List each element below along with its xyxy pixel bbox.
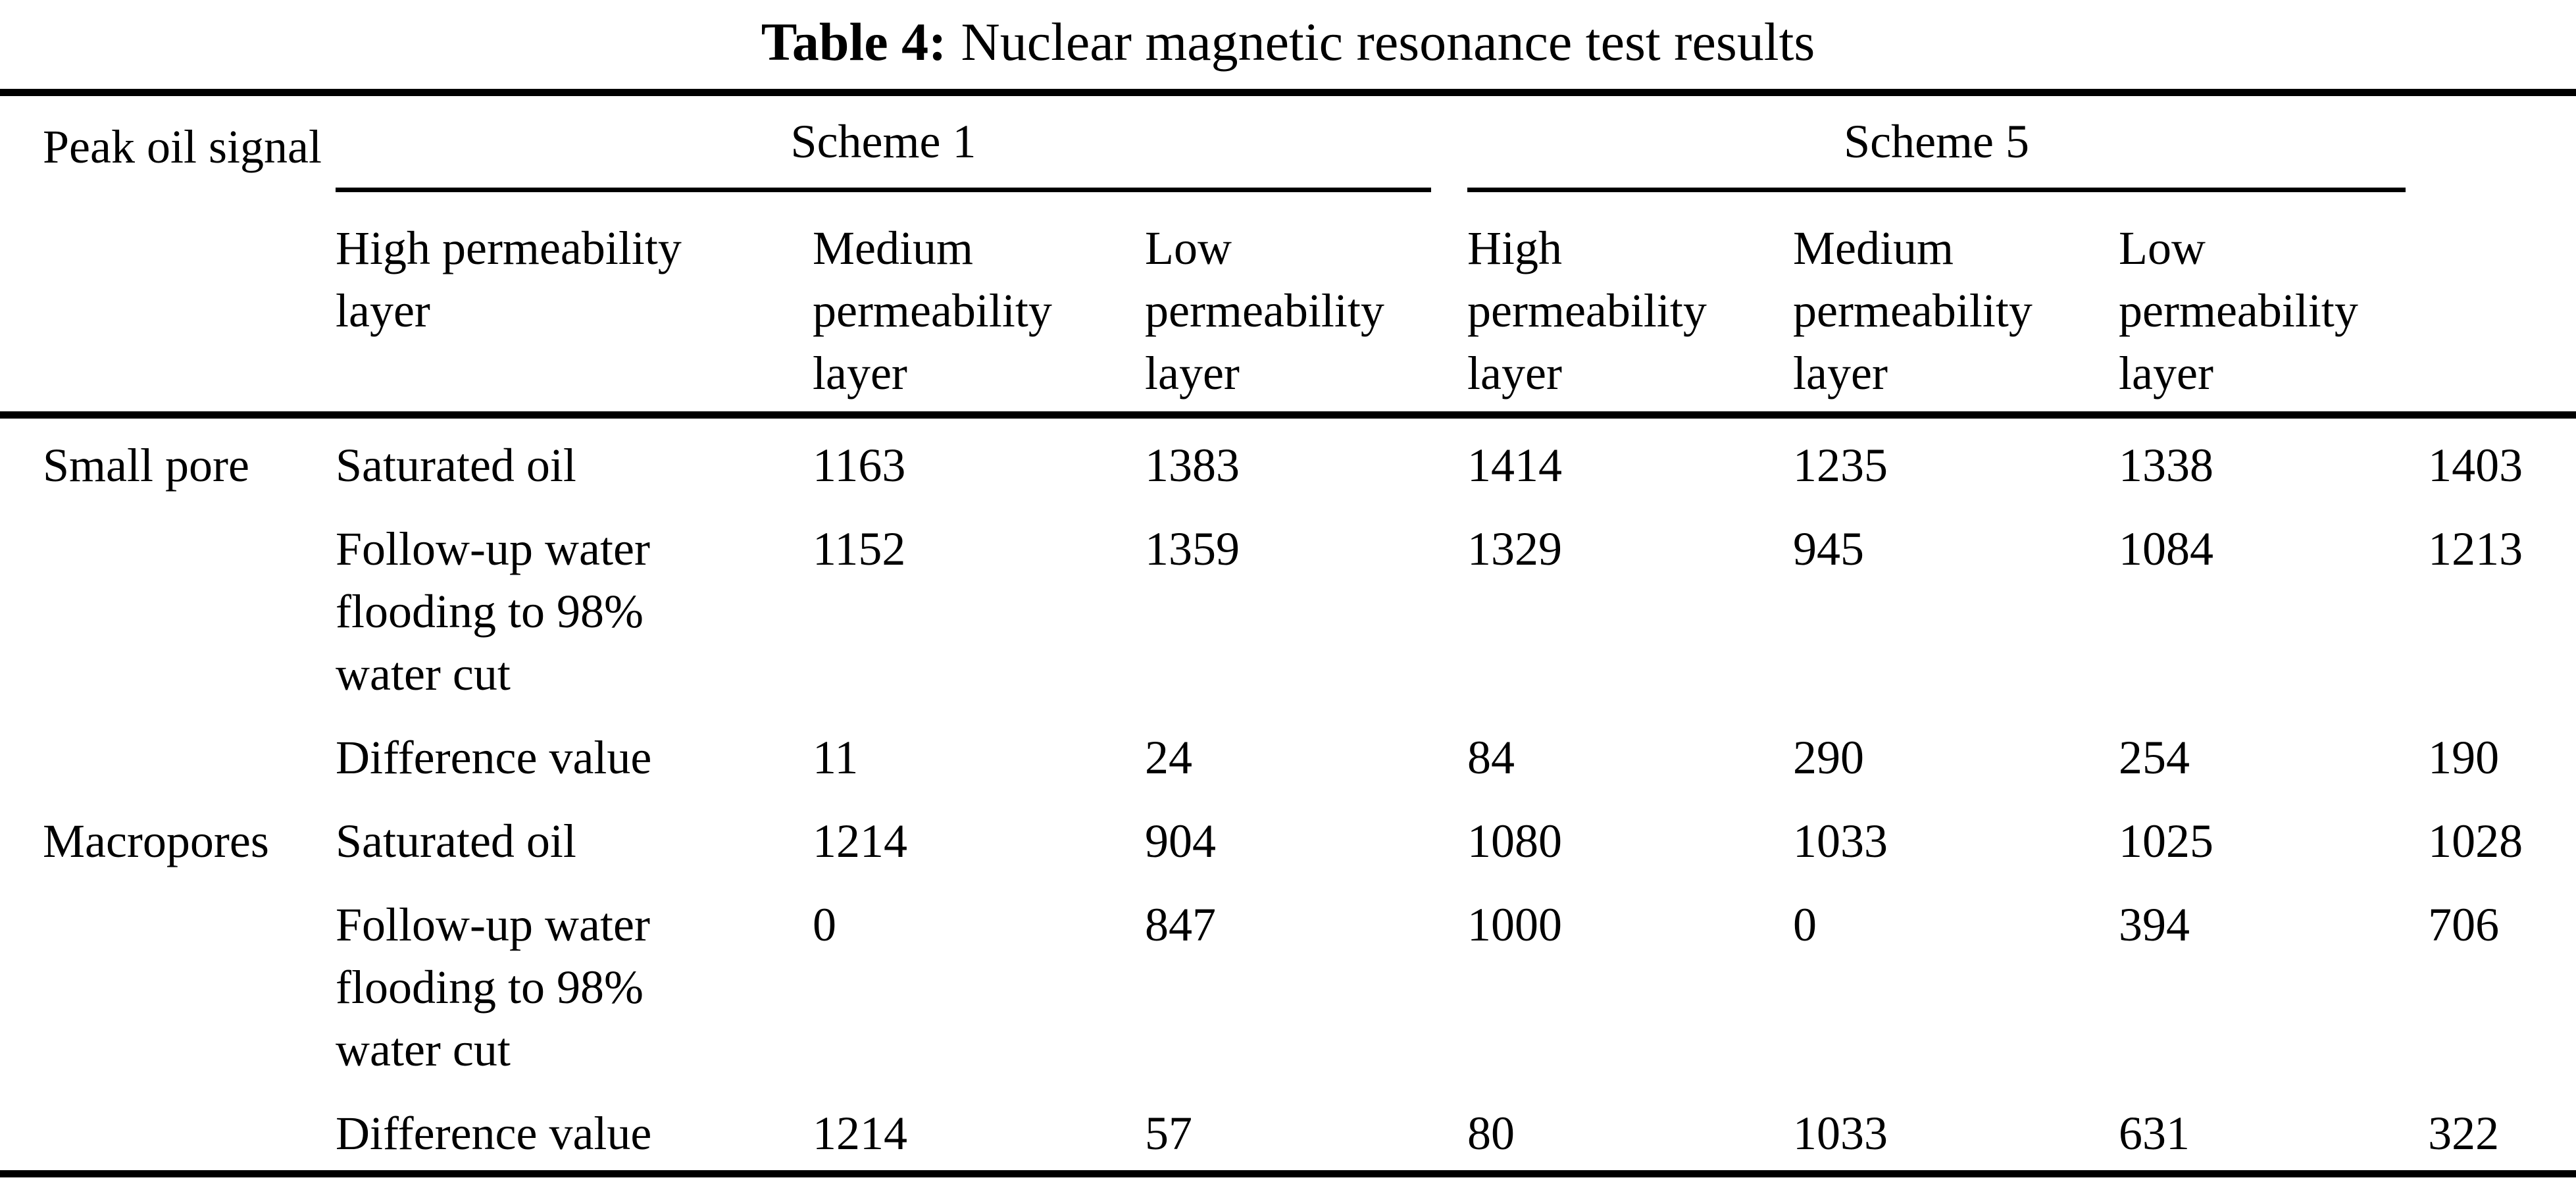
sub-header-row: High permeability layer Medium permeabil… [0, 192, 2576, 419]
value-cell: 904 [1145, 815, 1216, 867]
table-header: Peak oil signal Scheme 1 Scheme 5 High p… [0, 89, 2576, 419]
row-label: Follow-up water flooding to 98% water cu… [336, 898, 650, 1076]
table-caption: Table 4: Nuclear magnetic resonance test … [0, 0, 2576, 79]
value-cell: 1163 [813, 439, 906, 492]
value-cell: 1383 [1145, 439, 1240, 492]
sub-header-high-permeability-5: High permeability layer [1467, 192, 1794, 419]
table-row: Follow-up water flooding to 98% water cu… [0, 502, 2576, 711]
row-group-label [0, 878, 336, 1087]
value-cell: 847 [1145, 898, 1216, 951]
value-cell: 57 [1145, 1087, 1468, 1177]
table-row: Small pore Saturated oil 1163 1383 1414 … [0, 415, 2576, 503]
value-cell: 1329 [1467, 523, 1563, 575]
sub-header-high-permeability-1: High permeability layer [336, 192, 813, 419]
group-header-scheme-1: Scheme 1 [336, 89, 1468, 192]
row-group-label [0, 711, 336, 794]
value-cell: 290 [1793, 731, 1865, 784]
sub-header-low-permeability-1: Low permeability layer [1145, 192, 1468, 419]
group-header-scheme-5: Scheme 5 [1467, 89, 2429, 192]
value-cell: 1359 [1145, 523, 1240, 575]
value-cell: 0 [1793, 898, 1817, 951]
value-cell: 1214 [813, 815, 907, 867]
sub-header-medium-permeability-5: Medium permeability layer [1793, 192, 2119, 419]
value-cell: 0 [813, 898, 836, 951]
value-cell: 1080 [1467, 815, 1563, 867]
scheme-1-label: Scheme 1 [790, 115, 976, 168]
row-label: Saturated oil [336, 439, 576, 492]
table-row: Difference value 1214 57 80 1033 631 322 [0, 1087, 2576, 1177]
row-label: Difference value [336, 731, 652, 784]
nmr-results-table: Peak oil signal Scheme 1 Scheme 5 High p… [0, 89, 2576, 1177]
value-cell: 11 [813, 731, 859, 784]
scheme-1-underline: Scheme 1 [336, 96, 1432, 192]
row-label: Follow-up water flooding to 98% water cu… [336, 523, 650, 700]
row-label: Difference value [336, 1087, 813, 1177]
value-cell: 84 [1467, 731, 1515, 784]
value-cell: 1152 [813, 523, 906, 575]
value-cell: 1213 [2428, 523, 2523, 575]
value-cell: 1033 [1793, 815, 1888, 867]
corner-header-peak-oil-signal: Peak oil signal [0, 89, 336, 419]
row-group-label: Small pore [43, 439, 249, 492]
value-cell: 1403 [2428, 439, 2523, 492]
value-cell: 945 [1793, 523, 1865, 575]
group-header-row: Peak oil signal Scheme 1 Scheme 5 [0, 89, 2576, 419]
table-body: Small pore Saturated oil 1163 1383 1414 … [0, 415, 2576, 1177]
scheme-5-label: Scheme 5 [1844, 115, 2029, 168]
value-cell: 1025 [2119, 815, 2214, 867]
value-cell: 1414 [1467, 439, 1563, 492]
value-cell: 1214 [813, 1087, 1145, 1177]
value-cell: 631 [2119, 1087, 2429, 1177]
scheme-5-underline: Scheme 5 [1467, 96, 2406, 192]
value-cell: 1084 [2119, 523, 2214, 575]
value-cell: 1000 [1467, 898, 1563, 951]
unlabeled-column-header [2428, 89, 2576, 419]
row-group-label: Macropores [43, 815, 269, 867]
sub-header-medium-permeability-1: Medium permeability layer [813, 192, 1145, 419]
table-row: Difference value 11 24 84 290 254 190 [0, 711, 2576, 794]
value-cell: 190 [2428, 731, 2500, 784]
value-cell: 1235 [1793, 439, 1888, 492]
row-label: Saturated oil [336, 815, 576, 867]
sub-header-low-permeability-5: Low permeability layer [2119, 192, 2429, 419]
value-cell: 1033 [1793, 1087, 2119, 1177]
value-cell: 706 [2428, 898, 2500, 951]
row-group-label [0, 502, 336, 711]
value-cell: 322 [2428, 1087, 2576, 1177]
table-row: Follow-up water flooding to 98% water cu… [0, 878, 2576, 1087]
table-caption-title: Nuclear magnetic resonance test results [961, 12, 1815, 72]
value-cell: 24 [1145, 731, 1192, 784]
table-caption-number: Table 4: [761, 12, 947, 72]
row-group-label [0, 1087, 336, 1177]
value-cell: 1338 [2119, 439, 2214, 492]
value-cell: 394 [2119, 898, 2190, 951]
table-row: Macropores Saturated oil 1214 904 1080 1… [0, 794, 2576, 878]
value-cell: 254 [2119, 731, 2190, 784]
value-cell: 1028 [2428, 815, 2523, 867]
value-cell: 80 [1467, 1087, 1794, 1177]
